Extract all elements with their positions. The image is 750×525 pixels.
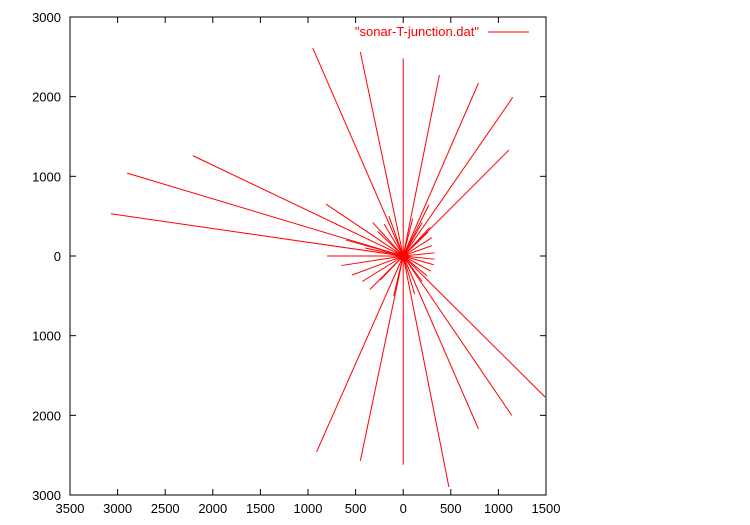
sonar-ray (341, 255, 404, 267)
sonar-ray (403, 255, 435, 260)
x-tick-label: 3000 (103, 501, 132, 516)
y-axis: 3000 2000 1000 0 1000 2000 3000 (32, 10, 546, 503)
sonar-ray (316, 255, 404, 453)
sonar-ray (372, 222, 404, 257)
x-tick-label: 1500 (246, 501, 275, 516)
sonar-ray (379, 255, 404, 281)
x-tick-label: 3500 (56, 501, 85, 516)
sonar-ray (402, 255, 479, 430)
y-tick-label: 2000 (32, 90, 61, 105)
sonar-ray (126, 172, 404, 257)
sonar-ray (402, 255, 416, 295)
x-tick-label: 1000 (484, 501, 513, 516)
y-tick-label: 0 (54, 249, 61, 264)
sonar-ray (402, 255, 513, 416)
x-tick-label: 2000 (198, 501, 227, 516)
sonar-ray (359, 51, 404, 257)
y-tick-label: 1000 (32, 329, 61, 344)
y-tick-label: 3000 (32, 10, 61, 25)
sonar-ray (403, 245, 432, 257)
sonar-ray (402, 255, 546, 398)
sonar-ray (402, 82, 479, 257)
sonar-ray (402, 97, 514, 257)
sonar-ray (402, 255, 450, 488)
sonar-ray (365, 247, 404, 257)
sonar-ray (403, 255, 434, 266)
y-tick-label: 3000 (32, 488, 61, 503)
sonar-ray (351, 255, 404, 276)
sonar-ray (312, 47, 404, 257)
sonar-ray (403, 252, 435, 257)
sonar-ray (402, 255, 432, 272)
x-tick-label: 1500 (532, 501, 561, 516)
ray-series (110, 47, 546, 488)
x-tick-label: 2500 (151, 501, 180, 516)
sonar-ray (402, 222, 423, 257)
x-axis: 3500 3000 2500 2000 1500 1000 500 0 500 1000 1500 (56, 17, 561, 516)
x-tick-label: 0 (400, 501, 407, 516)
sonar-ray (192, 155, 404, 257)
sonar-ray (393, 255, 404, 296)
sonar-ray (388, 215, 404, 257)
sonar-ray (383, 223, 404, 257)
sonar-ray (110, 213, 404, 257)
legend-label: "sonar-T-junction.dat" (355, 24, 480, 39)
sonar-ray (402, 75, 440, 257)
sonar-ray (402, 218, 414, 257)
sonar-ray (402, 231, 429, 257)
sonar-ray (361, 255, 404, 282)
sonar-ray (325, 203, 404, 257)
y-tick-label: 2000 (32, 408, 61, 423)
x-tick-label: 500 (440, 501, 462, 516)
sonar-ray (359, 255, 404, 461)
x-tick-label: 500 (345, 501, 367, 516)
sonar-origin-marker (398, 251, 409, 261)
x-tick-label: 1000 (294, 501, 323, 516)
sonar-ray (402, 237, 433, 257)
y-tick-label: 1000 (32, 169, 61, 184)
sonar-ray (345, 239, 404, 257)
legend: "sonar-T-junction.dat" (355, 24, 529, 39)
